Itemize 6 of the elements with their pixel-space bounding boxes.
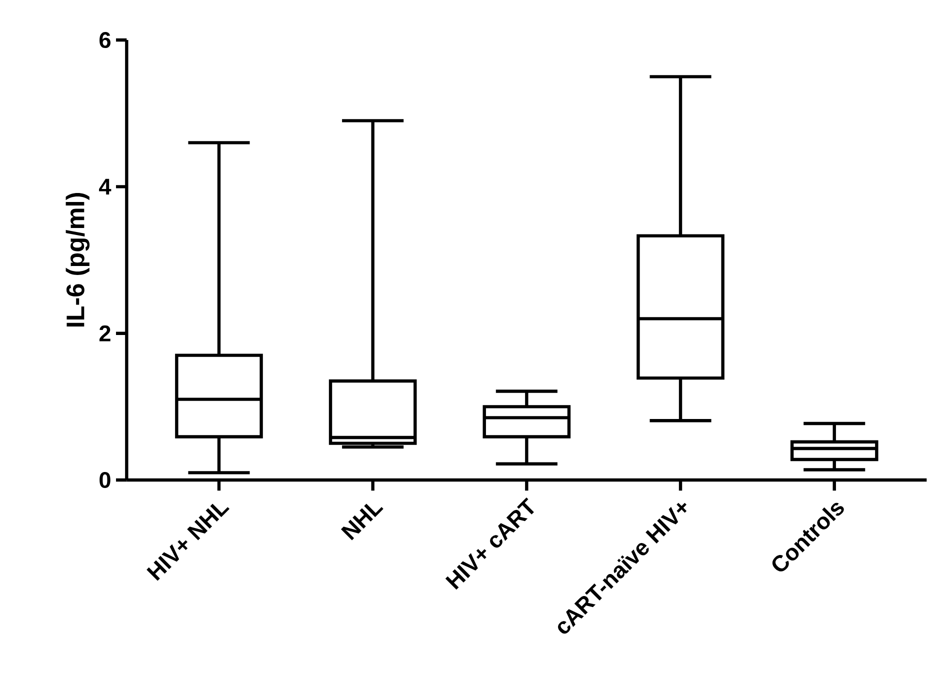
y-tick-label: 6 xyxy=(100,32,110,48)
y-tick-label: 0 xyxy=(100,472,110,488)
x-tick-label: NHL xyxy=(340,504,384,540)
y-tick-label: 4 xyxy=(99,178,112,194)
y-tick-label: 2 xyxy=(99,325,110,342)
y-axis-title: IL-6 (pg/ml) xyxy=(66,193,90,327)
